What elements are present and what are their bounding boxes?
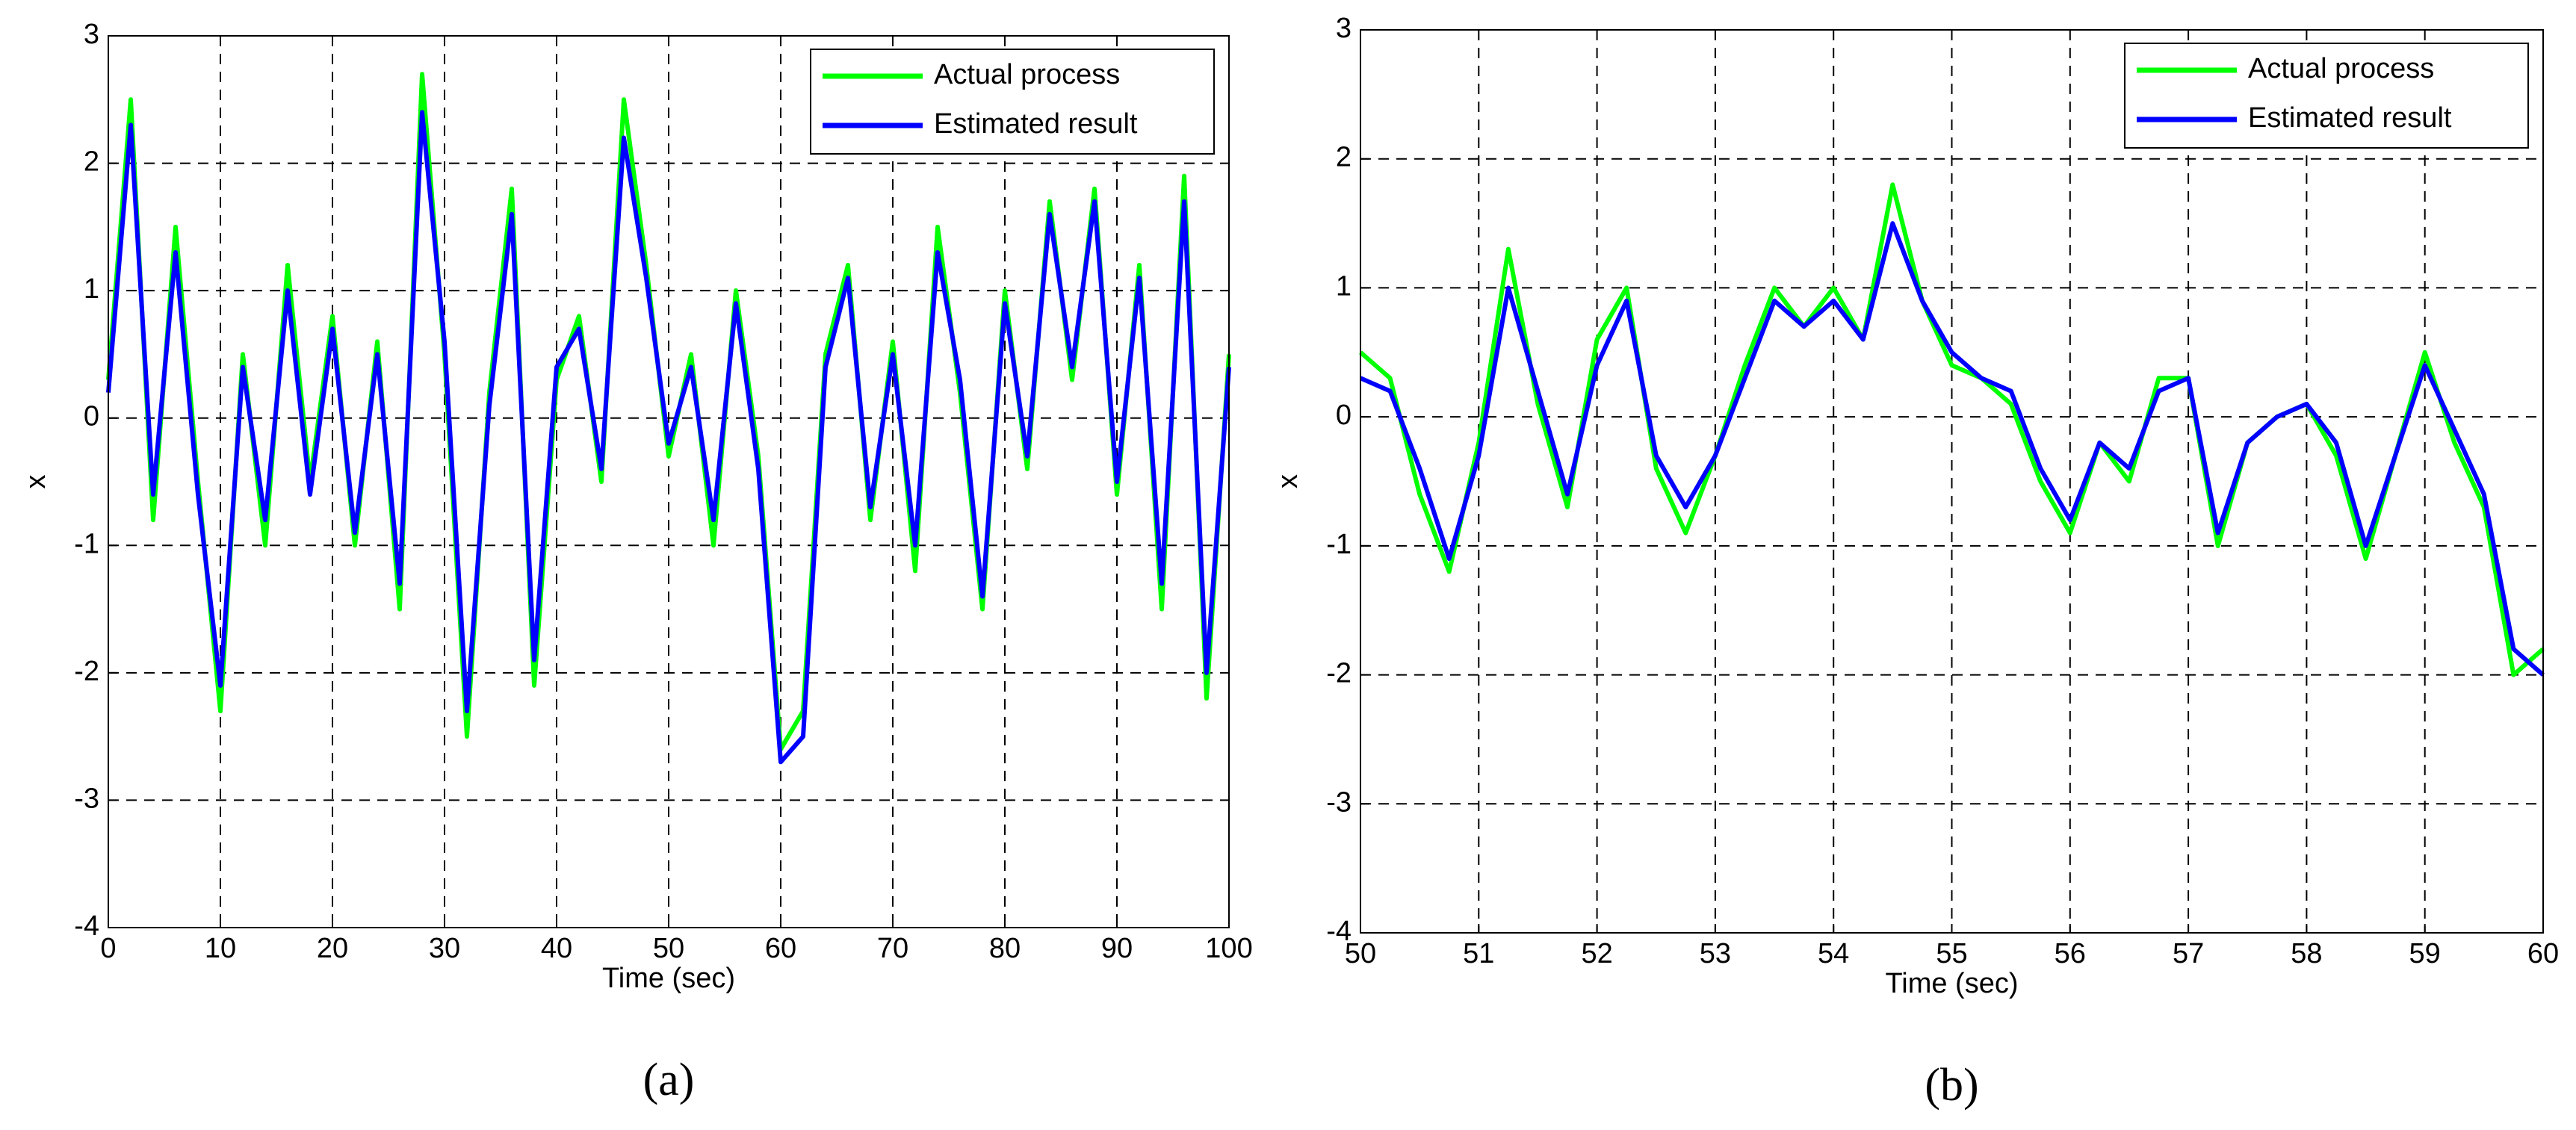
x-tick-label: 100	[1205, 933, 1252, 964]
x-tick-label: 0	[100, 933, 116, 964]
y-tick-label: 2	[1336, 142, 1352, 173]
y-tick-label: -2	[74, 656, 99, 687]
x-tick-label: 51	[1463, 938, 1494, 969]
x-tick-label: 70	[877, 933, 908, 964]
data-line	[106, 110, 1231, 765]
y-tick-label: 0	[1336, 400, 1352, 431]
caption: (a)	[643, 1055, 695, 1105]
x-tick-label: 58	[2291, 938, 2322, 969]
y-tick-label: -4	[74, 910, 99, 942]
axes-frame	[1360, 29, 2544, 934]
x-tick-label: 60	[765, 933, 796, 964]
y-tick-label: -1	[1326, 529, 1352, 560]
x-tick-label: 20	[317, 933, 348, 964]
x-tick-label: 80	[989, 933, 1021, 964]
caption: (b)	[1925, 1060, 1978, 1111]
x-tick-label: 50	[1345, 938, 1376, 969]
y-tick-label: -3	[1326, 786, 1352, 818]
x-axis-label: Time (sec)	[1885, 968, 2018, 999]
data-line	[1359, 182, 2545, 677]
legend-box	[2124, 43, 2529, 149]
y-tick-label: -4	[1326, 916, 1352, 947]
x-tick-label: 90	[1101, 933, 1133, 964]
x-tick-label: 56	[2055, 938, 2086, 969]
x-tick-label: 59	[2409, 938, 2441, 969]
x-tick-label: 53	[1700, 938, 1731, 969]
y-tick-label: 3	[1336, 13, 1352, 44]
y-tick-label: 1	[84, 273, 99, 305]
x-tick-label: 40	[541, 933, 572, 964]
x-tick-label: 52	[1581, 938, 1612, 969]
legend-label: Actual process	[2248, 53, 2434, 84]
y-tick-label: -1	[74, 528, 99, 559]
x-tick-label: 10	[205, 933, 236, 964]
x-tick-label: 30	[429, 933, 460, 964]
data-line	[1359, 221, 2545, 677]
y-tick-label: -3	[74, 783, 99, 814]
x-tick-label: 57	[2173, 938, 2204, 969]
legend-label: Actual process	[934, 59, 1120, 90]
x-tick-label: 50	[653, 933, 684, 964]
y-axis-label: x	[20, 475, 52, 489]
y-axis-label: x	[1272, 474, 1304, 488]
y-tick-label: 3	[84, 19, 99, 50]
x-tick-label: 60	[2527, 938, 2559, 969]
y-tick-label: 1	[1336, 270, 1352, 302]
y-tick-label: 2	[84, 146, 99, 178]
legend-label: Estimated result	[2248, 102, 2452, 134]
legend-box	[810, 49, 1215, 155]
legend-label: Estimated result	[934, 108, 1138, 140]
y-tick-label: 0	[84, 401, 99, 432]
y-tick-label: -2	[1326, 658, 1352, 689]
x-tick-label: 55	[1936, 938, 1967, 969]
x-tick-label: 54	[1818, 938, 1849, 969]
axes-frame	[108, 35, 1230, 928]
x-axis-label: Time (sec)	[602, 963, 735, 994]
